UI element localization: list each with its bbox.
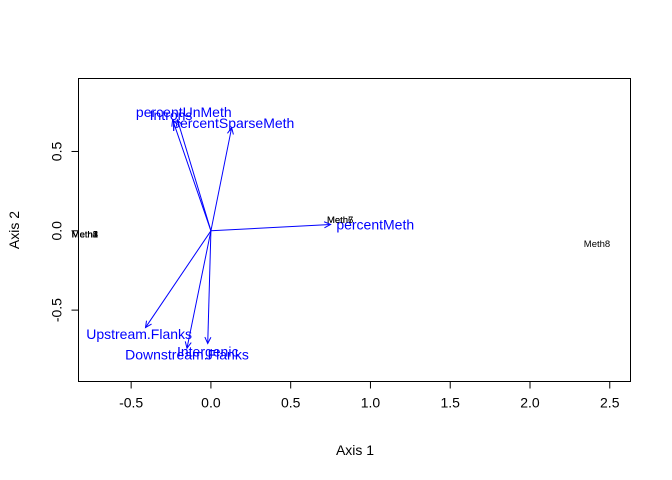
x-tick-label: 1.5 <box>440 395 460 411</box>
vector-percentsparsemeth <box>210 127 233 231</box>
x-tick-label: 0.0 <box>201 395 221 411</box>
vector-upstream-flanks <box>145 230 212 328</box>
vector-percentmeth <box>210 223 331 232</box>
sample-point-label: Meth7 <box>327 215 353 226</box>
vector-downstream-flanks <box>186 230 212 349</box>
vector-arrowhead <box>144 320 152 329</box>
y-tick-label: 0.5 <box>49 142 65 162</box>
vector-arrowhead <box>227 126 234 135</box>
vector-label: percentSparseMeth <box>172 115 294 131</box>
vector-label: percentMeth <box>336 216 414 232</box>
vector-arrowhead <box>171 118 178 127</box>
vector-intergenic <box>207 230 212 344</box>
vector-label: Upstream.Flanks <box>86 326 192 342</box>
sample-point-label: Meth3 <box>72 229 98 240</box>
sample-point-label: Meth1 <box>72 229 98 240</box>
vector-introns <box>176 119 212 231</box>
vector-label: Intergenic <box>177 343 238 359</box>
sample-point-label: Meth4 <box>72 229 98 240</box>
y-axis: -0.5 0.0 0.5 <box>49 142 79 322</box>
vector-arrowhead <box>175 118 183 127</box>
x-tick-label: 0.5 <box>281 395 301 411</box>
sample-point-label: Meth8 <box>584 239 610 250</box>
x-axis: -0.5 0.0 0.5 1.0 1.5 2.0 2.5 <box>119 381 620 411</box>
vector-arrowhead <box>323 221 332 229</box>
vector-arrowhead <box>204 336 212 345</box>
sample-point-label: Meth2 <box>72 229 98 240</box>
vector-label: percentUnMeth <box>136 104 232 120</box>
y-axis-title: Axis 2 <box>6 211 22 249</box>
x-tick-label: -0.5 <box>119 395 143 411</box>
y-tick-label: 0.0 <box>49 221 65 241</box>
x-axis-title: Axis 1 <box>336 442 374 458</box>
sample-point-label: Meth6 <box>327 215 353 226</box>
x-tick-label: 1.0 <box>361 395 381 411</box>
vector-label: Downstream.Flanks <box>125 347 249 363</box>
x-tick-label: 2.0 <box>520 395 540 411</box>
x-tick-label: 2.5 <box>600 395 620 411</box>
vector-percentunmeth <box>172 119 212 231</box>
vector-arrowhead <box>184 341 192 350</box>
vector-label: Introns <box>150 107 193 123</box>
y-tick-label: -0.5 <box>49 298 65 322</box>
sample-point-label: Meth5 <box>72 229 98 240</box>
